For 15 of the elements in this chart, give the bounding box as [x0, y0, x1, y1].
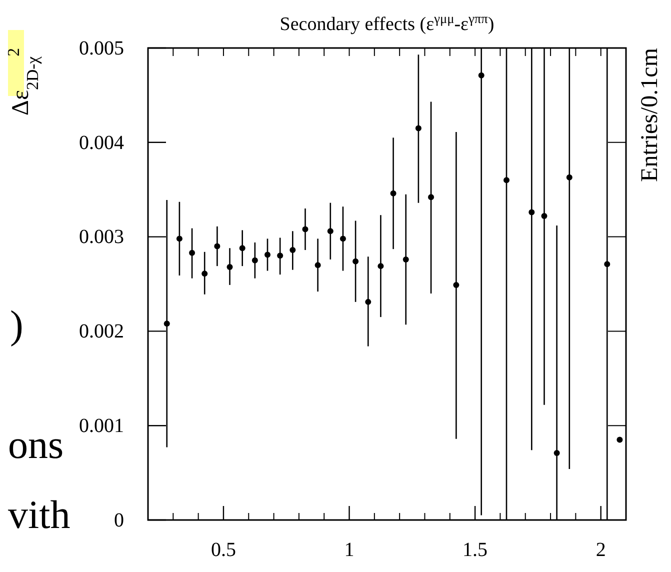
x-tick-label: 1.5 [462, 539, 488, 562]
y-tick-label: 0.001 [79, 415, 124, 437]
text: vith [8, 492, 70, 537]
x-tick-label: 1 [344, 539, 354, 562]
y-tick-label: 0.004 [79, 132, 124, 154]
y-tick-label: 0.003 [79, 226, 124, 248]
x-tick-label: 2 [596, 539, 606, 562]
y-tick-label: 0.005 [79, 37, 124, 60]
chart-title: Secondary effects (ε$^{γμμ}$-ε$^{γππ}$) [280, 10, 494, 35]
y-tick-label: 0 [114, 509, 124, 532]
text: ons [8, 422, 64, 467]
y-tick-label: 0.002 [79, 320, 124, 343]
text: ) [10, 302, 24, 347]
y2-axis-title: Entries/0.1cm [637, 48, 663, 182]
x-tick-label: 0.5 [210, 539, 236, 562]
